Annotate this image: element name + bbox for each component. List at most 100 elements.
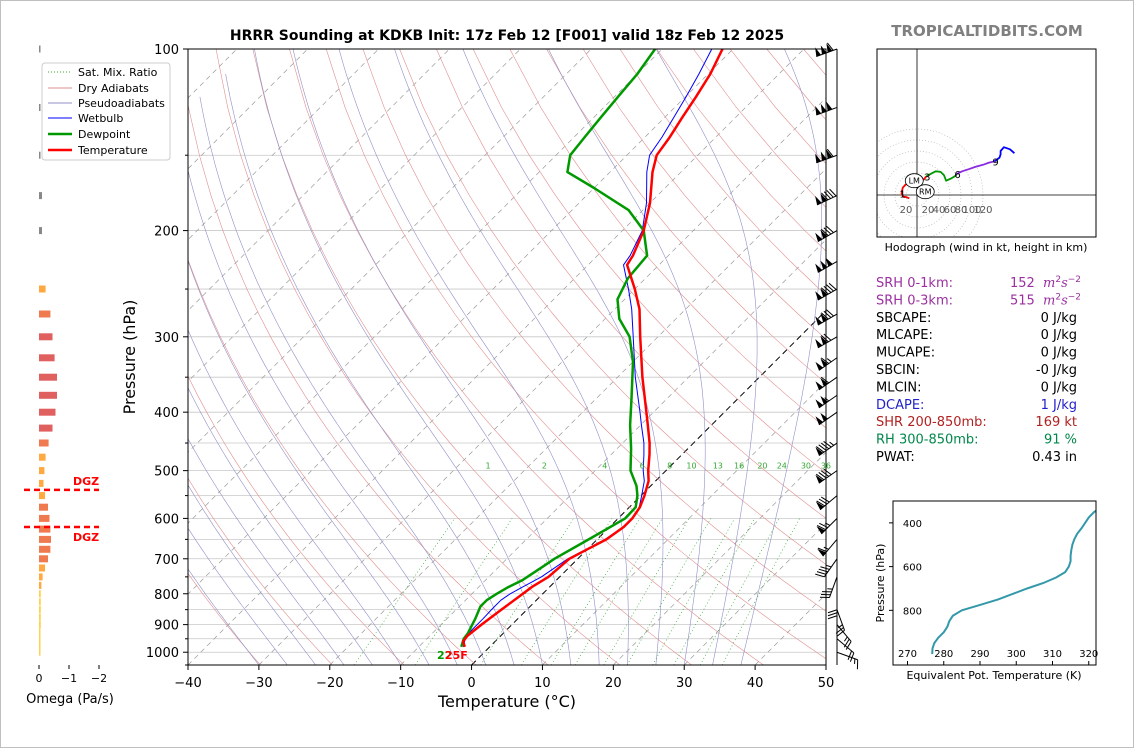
theta-e-y-tick-label: 800 bbox=[903, 606, 922, 617]
stat-label: SRH 0-3km: bbox=[876, 293, 953, 308]
wind-barb-shaft bbox=[836, 624, 852, 642]
temperature-tick-label: 50 bbox=[818, 676, 835, 691]
wind-barb-flag bbox=[820, 312, 829, 320]
mixing-ratio-line bbox=[521, 518, 613, 665]
omega-bar bbox=[39, 545, 51, 553]
isotherm-line bbox=[188, 49, 805, 665]
wind-barb-flag bbox=[828, 282, 837, 290]
wind-barb-half-flag bbox=[844, 636, 848, 642]
wind-barb-flag bbox=[815, 446, 825, 453]
stat-value: 91 % bbox=[1044, 433, 1077, 448]
pseudoadiabat-line bbox=[188, 259, 430, 665]
wind-barb-flag bbox=[835, 627, 844, 634]
stat-label: SBCIN: bbox=[876, 363, 920, 378]
omega-x-label: Omega (Pa/s) bbox=[26, 692, 114, 707]
wind-barb-half-flag bbox=[826, 564, 832, 568]
omega-bar bbox=[39, 354, 55, 362]
wind-barb bbox=[836, 624, 852, 650]
omega-bar bbox=[39, 606, 41, 614]
stat-value: 1 J/kg bbox=[1041, 398, 1077, 413]
wind-barb-flag bbox=[820, 335, 829, 343]
isotherm-line bbox=[258, 97, 826, 665]
wind-barb-flag bbox=[821, 593, 831, 596]
wind-barb-shaft bbox=[829, 576, 838, 598]
stat-label: SBCAPE: bbox=[876, 311, 931, 326]
omega-bar bbox=[39, 285, 46, 293]
wind-barb-pennant bbox=[816, 526, 825, 534]
wind-barb bbox=[815, 188, 838, 206]
omega-bar bbox=[39, 628, 41, 636]
stat-value: 152 bbox=[1010, 276, 1035, 291]
pseudoadiabat-line bbox=[740, 49, 822, 665]
hodograph-ring-label: 60 bbox=[944, 205, 957, 216]
wind-barb-flag bbox=[820, 442, 830, 450]
pressure-tick-label: 100 bbox=[154, 43, 179, 58]
wind-barb-pennant bbox=[820, 193, 828, 203]
stat-row: MLCIN: 0 J/kg bbox=[876, 380, 1077, 395]
temperature-tick-label: −30 bbox=[245, 676, 272, 691]
wind-barb-flag bbox=[820, 287, 829, 295]
wind-barb-shaft bbox=[818, 442, 838, 457]
legend-label-wetbulb: Wetbulb bbox=[78, 112, 123, 125]
left-mover-label: LM bbox=[909, 177, 920, 186]
legend-label-dewpoint: Dewpoint bbox=[78, 128, 131, 141]
wind-barb-pennant bbox=[820, 103, 827, 113]
wind-barb-shaft bbox=[821, 518, 838, 535]
wind-barb-flag bbox=[816, 525, 826, 531]
wind-barb-half-flag bbox=[854, 658, 856, 664]
wind-barb-pennant bbox=[815, 361, 824, 371]
freezing-isotherm bbox=[471, 309, 826, 665]
wind-barb bbox=[815, 282, 838, 301]
hodograph-ring-label: 20 bbox=[900, 205, 913, 216]
omega-dgz-lines bbox=[24, 488, 99, 529]
wind-barb-flag bbox=[826, 225, 834, 233]
omega-bar bbox=[39, 525, 51, 533]
wind-barb bbox=[815, 309, 838, 326]
stat-value: 0 J/kg bbox=[1041, 380, 1077, 395]
wind-barb bbox=[815, 225, 838, 243]
isotherm-line bbox=[683, 522, 826, 665]
stat-value: 0.43 in bbox=[1032, 450, 1077, 465]
right-mover-label: RM bbox=[919, 188, 932, 197]
wind-barb-pennant bbox=[825, 257, 833, 267]
wind-barb-pennant bbox=[815, 195, 822, 205]
dry-adiabat-line bbox=[436, 49, 826, 519]
wind-barb-shaft bbox=[836, 609, 845, 631]
hodograph-trace bbox=[925, 170, 958, 182]
mixing-ratio-label: 30 bbox=[801, 462, 811, 471]
omega-bar bbox=[39, 310, 51, 318]
hodograph-trace bbox=[993, 146, 1015, 163]
wind-barb-flag bbox=[818, 498, 828, 505]
theta-e-x-tick-label: 320 bbox=[1079, 649, 1098, 660]
omega-bar bbox=[39, 555, 48, 563]
wind-barb-pennant bbox=[826, 149, 833, 159]
omega-bar bbox=[39, 564, 45, 572]
temperature-tick-label: 10 bbox=[534, 676, 551, 691]
wind-barb-pennant bbox=[820, 313, 828, 323]
stat-row: SHR 200-850mb: 169 kt bbox=[876, 415, 1077, 430]
wind-barb-pennant bbox=[815, 47, 822, 57]
stat-unit-exp: 2 bbox=[1055, 275, 1061, 285]
wind-barb-flag bbox=[823, 440, 832, 448]
pseudoadiabat-line bbox=[462, 49, 664, 665]
wind-barb-shaft bbox=[818, 376, 838, 391]
wind-barb-shaft bbox=[816, 154, 838, 164]
left-mover-marker bbox=[904, 173, 924, 189]
wind-barb-flag bbox=[826, 309, 834, 317]
isotherm-line bbox=[754, 593, 826, 665]
mixing-ratio-line bbox=[673, 518, 755, 665]
wind-barb-pennant bbox=[815, 474, 824, 484]
omega-tick-label: −1 bbox=[61, 672, 77, 685]
isotherm-line bbox=[613, 451, 826, 665]
stat-row: DCAPE: 1 J/kg bbox=[876, 398, 1077, 413]
wind-barb bbox=[815, 333, 838, 349]
pressure-tick-label: 1000 bbox=[146, 646, 179, 661]
wind-barb-pennant bbox=[820, 151, 827, 161]
wind-barb-pennant bbox=[815, 291, 823, 301]
stat-unit: s bbox=[1061, 293, 1068, 308]
wind-barb-flag bbox=[817, 547, 827, 553]
wind-barb-flag bbox=[822, 591, 832, 593]
skewt-profiles bbox=[460, 49, 724, 648]
isotherm-line bbox=[825, 664, 826, 665]
hodograph-caption: Hodograph (wind in kt, height in km) bbox=[885, 241, 1088, 254]
